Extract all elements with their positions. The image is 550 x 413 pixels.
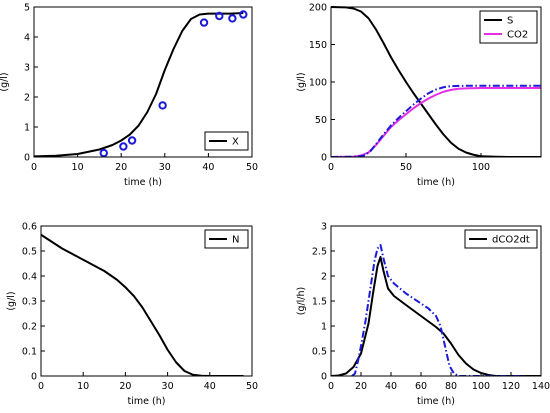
x-axis-label: time (h)	[124, 177, 162, 188]
x-tick-label: 20	[355, 381, 367, 392]
y-tick-label: 1	[24, 123, 30, 134]
series-line-co2	[331, 87, 541, 157]
data-point	[119, 142, 128, 151]
y-tick-label: 50	[315, 115, 327, 126]
y-tick-label: 0.3	[22, 297, 37, 308]
y-tick-label: 100	[309, 78, 327, 89]
y-axis-label: (g/l)	[6, 291, 17, 310]
x-tick-label: 30	[162, 381, 174, 392]
y-tick-label: 200	[309, 3, 327, 14]
x-tick-label: 100	[472, 381, 490, 392]
y-tick-label: 0.5	[22, 247, 37, 258]
data-point	[99, 148, 108, 158]
x-tick-label: 30	[159, 162, 171, 173]
y-tick-label: 0.2	[22, 322, 37, 333]
legend: N	[204, 229, 249, 249]
legend-label: dCO2dt	[492, 235, 530, 246]
x-tick-label: 20	[115, 162, 127, 173]
series-line-model	[351, 244, 526, 376]
y-tick-label: 150	[309, 40, 327, 51]
y-tick-label: 5	[24, 3, 30, 14]
data-point	[158, 101, 167, 110]
x-tick-label: 10	[72, 162, 84, 173]
series-line-model	[331, 84, 541, 157]
x-tick-label: 0	[328, 381, 334, 392]
x-axis-label: time (h)	[417, 177, 455, 188]
y-tick-label: 0	[321, 153, 327, 164]
legend-label: N	[232, 235, 239, 246]
plot-frame	[33, 6, 253, 158]
x-tick-label: 40	[204, 381, 216, 392]
x-tick-label: 20	[119, 381, 131, 392]
legend: S CO2	[479, 10, 538, 44]
x-tick-label: 40	[202, 162, 214, 173]
y-tick-label: 2.5	[312, 247, 327, 258]
legend-label: X	[232, 137, 239, 148]
y-tick-label: 0.6	[22, 222, 37, 233]
y-tick-label: 0.1	[22, 347, 37, 358]
y-tick-label: 3	[24, 63, 30, 74]
y-axis-label: (g/l)	[296, 72, 307, 91]
legend-label: CO2	[507, 30, 528, 41]
y-tick-label: 0	[321, 372, 327, 383]
x-tick-label: 140	[532, 381, 550, 392]
series-line-dco2dt	[331, 256, 541, 376]
legend-box	[479, 10, 538, 44]
data-point	[215, 11, 224, 21]
y-tick-label: 0.5	[312, 347, 327, 358]
y-axis-label: (g/l/h)	[296, 287, 307, 316]
x-tick-label: 0	[328, 162, 334, 173]
chart-panel-S-CO2: 0 50 100 0 50 100 150 200 time (h) (g/l) S CO2	[296, 3, 542, 188]
series-line-x	[34, 12, 244, 157]
x-axis-label: time (h)	[128, 396, 166, 407]
x-tick-label: 10	[77, 381, 89, 392]
data-point	[199, 18, 209, 27]
x-axis-label: time (h)	[417, 396, 455, 407]
y-tick-label: 3	[321, 222, 327, 233]
legend: dCO2dt	[464, 229, 538, 249]
x-tick-label: 0	[31, 162, 37, 173]
data-point	[239, 10, 248, 19]
legend-label: S	[507, 16, 513, 27]
y-tick-label: 0.4	[22, 272, 37, 283]
x-tick-label: 40	[385, 381, 397, 392]
y-tick-label: 1	[321, 322, 327, 333]
legend: X	[204, 131, 249, 151]
x-tick-label: 120	[502, 381, 520, 392]
y-tick-label: 1.5	[312, 297, 327, 308]
y-tick-label: 0	[31, 372, 37, 383]
y-tick-label: 2	[321, 272, 327, 283]
data-point	[228, 14, 237, 23]
chart-panel-dCO2dt: 0 20 40 60 80 100 120 140 0 0.5 1 1.5 2 2.5 3 time (h) (…	[296, 222, 550, 408]
series-line-n	[41, 233, 244, 376]
x-tick-label: 50	[246, 381, 258, 392]
y-tick-label: 2	[24, 93, 30, 104]
x-tick-label: 50	[400, 162, 412, 173]
data-point	[127, 136, 137, 145]
x-tick-label: 50	[246, 162, 258, 173]
chart-panel-N: 0 10 20 30 40 50 0 0.1 0.2 0.3 0.4 0.5 0.6 time (h) (g…	[6, 222, 258, 408]
y-tick-label: 0	[24, 153, 30, 164]
x-tick-label: 100	[472, 162, 490, 173]
y-axis-label: (g/l)	[0, 72, 10, 91]
legend-box	[464, 229, 538, 249]
y-tick-label: 4	[24, 33, 30, 44]
x-tick-label: 0	[38, 381, 44, 392]
x-tick-label: 80	[445, 381, 457, 392]
chart-panel-X: 0 10 20 30 40 50 0 1 2 3 4 5 time (h) (g/l) X	[0, 3, 258, 189]
x-tick-label: 60	[415, 381, 427, 392]
